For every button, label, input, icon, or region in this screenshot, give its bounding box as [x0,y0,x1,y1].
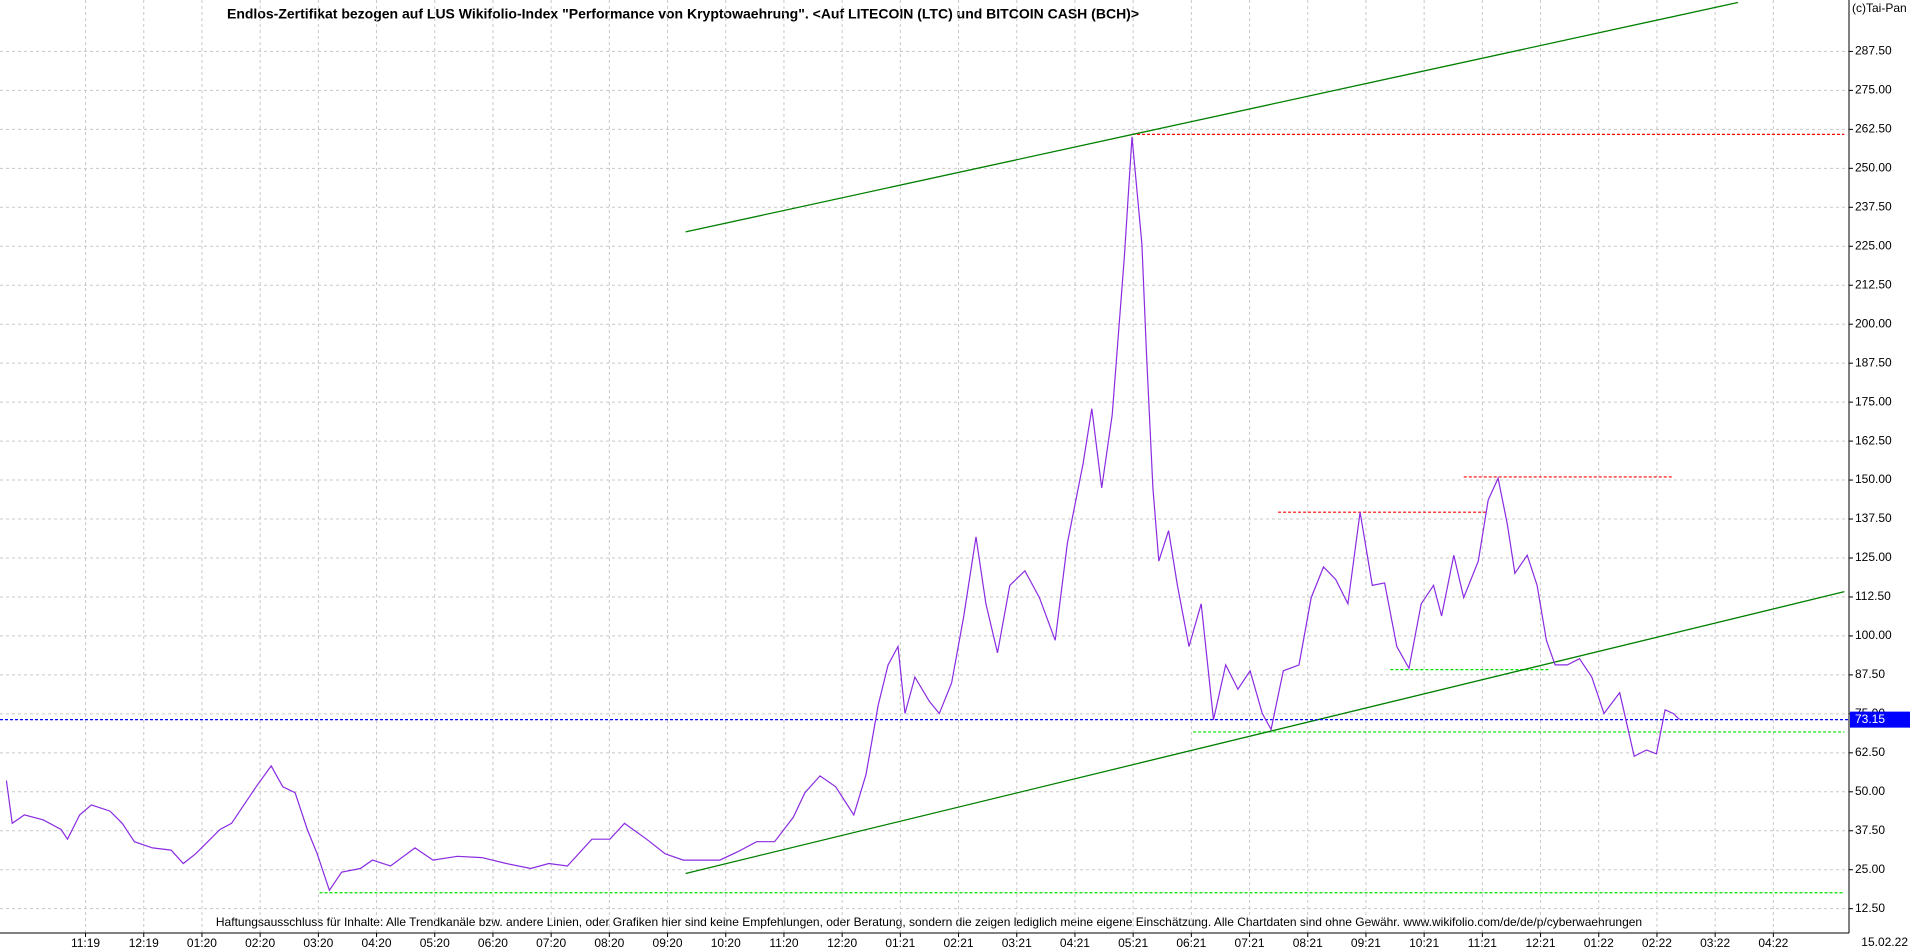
x-tick-label: 12:20 [827,936,857,950]
copyright: (c)Tai-Pan [1852,1,1907,15]
x-tick-label: 11:21 [1468,936,1497,950]
x-tick-label: 12:21 [1526,936,1556,950]
y-tick-label: 162.50 [1855,433,1892,447]
x-tick-label: 03:22 [1700,936,1730,950]
y-tick-label: 87.50 [1855,667,1885,681]
x-tick-label: 08:21 [1293,936,1323,950]
x-tick-label: 05:21 [1118,936,1148,950]
date-label: 15.02.22 [1861,935,1908,949]
y-tick-label: 150.00 [1855,472,1892,486]
y-tick-label: 237.50 [1855,199,1892,213]
y-tick-label: 137.50 [1855,511,1892,525]
x-tick-label: 03:21 [1002,936,1032,950]
x-tick-label: 07:21 [1235,936,1265,950]
x-tick-label: 11:20 [769,936,798,950]
x-tick-label: 04:22 [1758,936,1788,950]
x-tick-label: 06:20 [478,936,508,950]
x-tick-label: 10:21 [1409,936,1439,950]
x-tick-label: 04:21 [1060,936,1090,950]
x-tick-label: 11:19 [71,936,100,950]
y-tick-label: 200.00 [1855,316,1892,330]
x-tick-label: 05:20 [420,936,450,950]
x-tick-label: 01:20 [187,936,217,950]
y-tick-label: 275.00 [1855,83,1892,97]
y-tick-label: 100.00 [1855,628,1892,642]
y-tick-label: 187.50 [1855,355,1892,369]
footer: Haftungsausschluss für Inhalte: Alle Tre… [216,915,1642,929]
y-tick-label: 175.00 [1855,394,1892,408]
y-tick-label: 250.00 [1855,161,1892,175]
y-tick-label: 50.00 [1855,784,1885,798]
y-tick-label: 212.50 [1855,277,1892,291]
x-tick-label: 10:20 [711,936,741,950]
last-price-label: 73.15 [1855,712,1885,726]
x-tick-label: 02:21 [944,936,974,950]
x-tick-label: 01:21 [885,936,915,950]
y-tick-label: 125.00 [1855,550,1892,564]
last-price-box [1850,711,1910,728]
x-tick-label: 07:20 [536,936,566,950]
x-tick-label: 03:20 [303,936,333,950]
y-tick-label: 25.00 [1855,862,1885,876]
x-tick-label: 04:20 [362,936,392,950]
y-tick-label: 62.50 [1855,745,1885,759]
chart-title: Endlos-Zertifikat bezogen auf LUS Wikifo… [227,6,1139,22]
x-tick-label: 12:19 [129,936,159,950]
x-tick-label: 09:21 [1351,936,1381,950]
y-tick-label: 37.50 [1855,823,1885,837]
y-tick-label: 262.50 [1855,122,1892,136]
x-tick-label: 08:20 [594,936,624,950]
x-tick-label: 01:22 [1584,936,1614,950]
price-line [5,136,1681,892]
x-tick-label: 06:21 [1176,936,1206,950]
y-tick-label: 112.50 [1855,589,1891,603]
x-tick-label: 02:22 [1642,936,1672,950]
trend-line [685,1,1738,233]
trend-line [685,591,1845,875]
x-tick-label: 02:20 [245,936,275,950]
y-tick-label: 12.50 [1855,901,1885,915]
y-tick-label: 287.50 [1855,44,1892,58]
y-tick-label: 225.00 [1855,238,1892,252]
x-tick-label: 09:20 [653,936,683,950]
